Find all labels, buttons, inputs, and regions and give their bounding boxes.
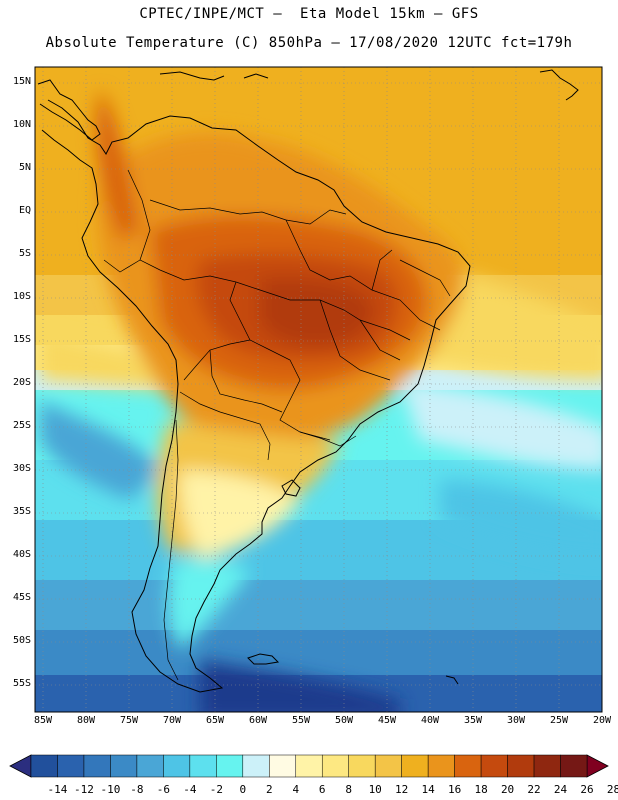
longitude-label: 25W [549, 715, 569, 726]
latitude-label: 55S [12, 678, 31, 689]
longitude-label: 35W [463, 715, 483, 726]
longitude-label: 20W [592, 715, 612, 726]
colorbar-swatch [83, 754, 111, 778]
political-borders [103, 169, 451, 681]
colorbar-swatch [189, 754, 217, 778]
colorbar-swatch [507, 754, 535, 778]
colorbar-label: -2 [209, 783, 223, 796]
colorbar-swatch [295, 754, 323, 778]
south-america-coastline [41, 99, 471, 693]
latitude-label: 5N [18, 162, 31, 173]
latitude-label: 50S [12, 635, 31, 646]
colorbar-swatch [110, 754, 138, 778]
latitude-label: 15S [12, 334, 31, 345]
colorbar-swatch [374, 754, 402, 778]
longitude-label: 45W [377, 715, 397, 726]
latitude-label: 20S [12, 377, 31, 388]
colorbar-label: 2 [265, 783, 273, 796]
longitude-label: 65W [205, 715, 225, 726]
colorbar-swatch [401, 754, 429, 778]
map-frame [34, 66, 603, 713]
colorbar-label: 20 [500, 783, 515, 796]
map-subtitle: Absolute Temperature (C) 850hPa – 17/08/… [45, 35, 573, 51]
colorbar-label: 28 [606, 783, 618, 796]
latitude-label: 40S [12, 549, 31, 560]
colorbar-label: 8 [345, 783, 353, 796]
colorbar-label: 6 [318, 783, 326, 796]
colorbar-label: 24 [553, 783, 568, 796]
latitude-label: 30S [12, 463, 31, 474]
latitude-label: 15N [12, 76, 31, 87]
graticule [35, 67, 602, 712]
colorbar-label: -6 [156, 783, 170, 796]
longitude-label: 75W [119, 715, 139, 726]
latitude-label: 25S [12, 420, 31, 431]
colorbar-swatch [242, 754, 270, 778]
longitude-label: 55W [291, 715, 311, 726]
colorbar-label: 10 [368, 783, 382, 796]
colorbar-swatch [321, 754, 349, 778]
colorbar-label: -4 [183, 783, 197, 796]
colorbar-label: 16 [447, 783, 462, 796]
colorbar-max-arrow [586, 754, 609, 778]
colorbar-swatch [163, 754, 191, 778]
map-title: CPTEC/INPE/MCT – Eta Model 15km – GFS [139, 6, 479, 22]
colorbar-swatch [348, 754, 376, 778]
latitude-label: EQ [18, 205, 31, 216]
colorbar-swatch [216, 754, 244, 778]
colorbar-label: 12 [395, 783, 409, 796]
colorbar-label: 4 [292, 783, 300, 796]
colorbar-swatch [454, 754, 482, 778]
longitude-label: 30W [506, 715, 526, 726]
colorbar-label: 18 [474, 783, 488, 796]
colorbar-swatch [57, 754, 85, 778]
longitude-label: 70W [162, 715, 182, 726]
latitude-label: 10S [12, 291, 31, 302]
colorbar-swatch [30, 754, 58, 778]
longitude-label: 80W [76, 715, 96, 726]
longitude-label: 40W [420, 715, 440, 726]
colorbar-label: 26 [580, 783, 594, 796]
colorbar-label: 0 [239, 783, 247, 796]
colorbar-label: -12 [74, 783, 94, 796]
colorbar-swatch [560, 754, 588, 778]
colorbar-swatch [427, 754, 455, 778]
latitude-label: 35S [12, 506, 31, 517]
colorbar-min-arrow [9, 754, 32, 778]
longitude-label: 85W [33, 715, 53, 726]
latitude-label: 5S [18, 248, 31, 259]
colorbar-swatch [136, 754, 164, 778]
longitude-label: 50W [334, 715, 354, 726]
temperature-field [35, 67, 602, 712]
colorbar [9, 754, 609, 778]
colorbar-label: -14 [47, 783, 68, 796]
colorbar-label: -8 [130, 783, 144, 796]
central-america-coastline [37, 79, 101, 141]
latitude-label: 45S [12, 592, 31, 603]
colorbar-label: 22 [527, 783, 541, 796]
colorbar-label: -10 [100, 783, 121, 796]
latitude-label: 10N [12, 119, 31, 130]
longitude-label: 60W [248, 715, 268, 726]
colorbar-swatch [480, 754, 508, 778]
colorbar-swatch [269, 754, 297, 778]
colorbar-label: 14 [421, 783, 435, 796]
colorbar-swatch [533, 754, 561, 778]
